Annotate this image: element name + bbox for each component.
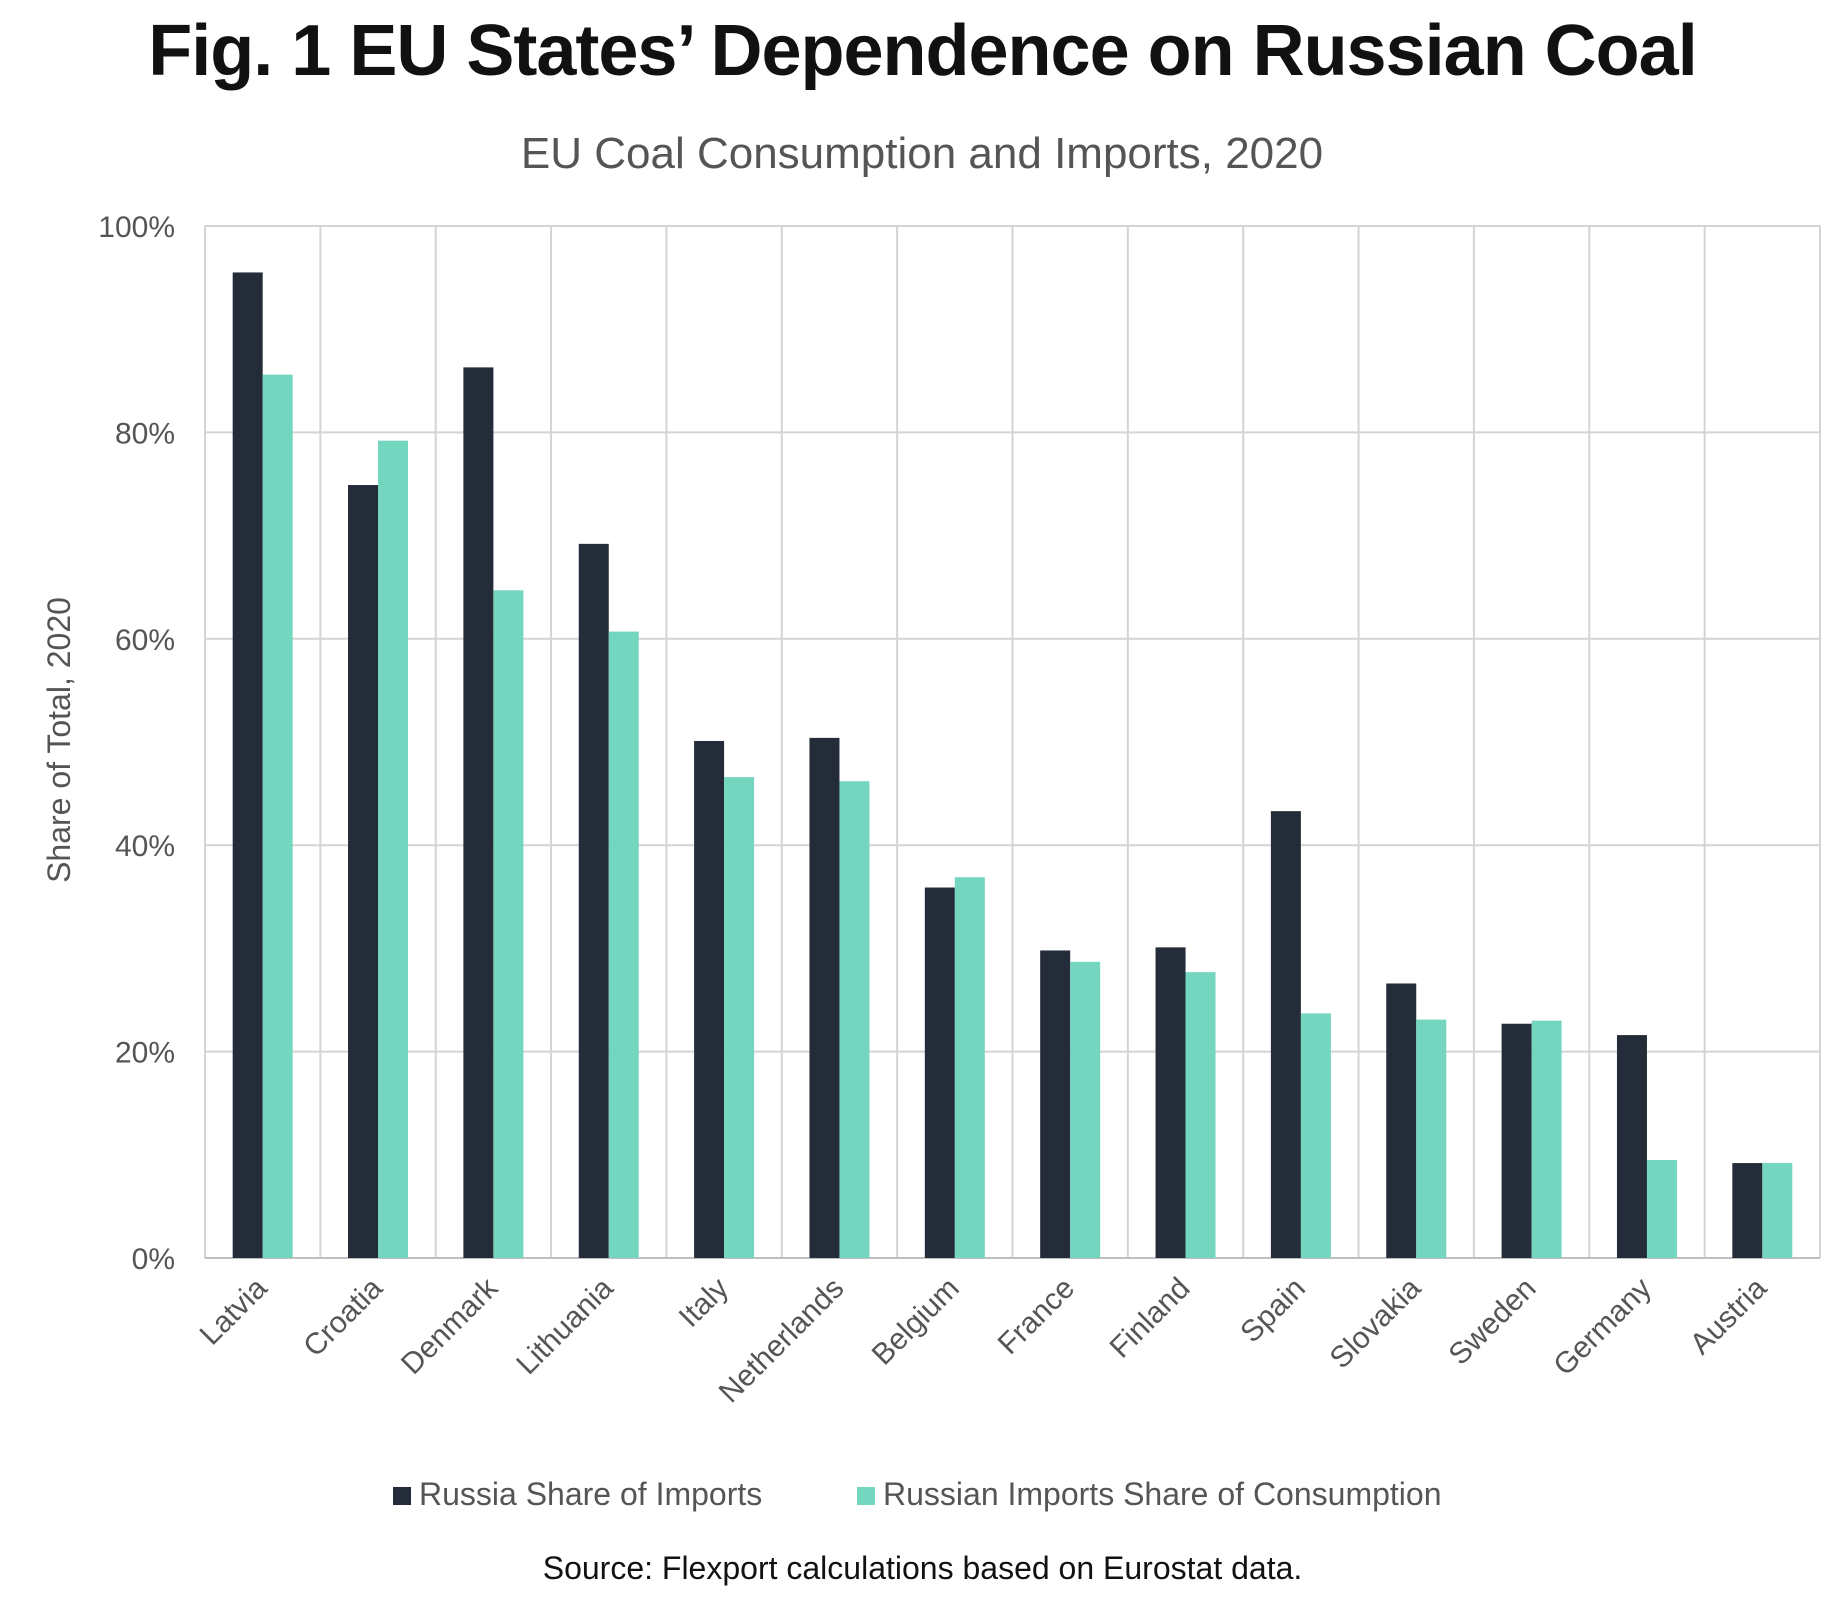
bars [232,272,1793,1259]
bar-consumption-latvia [262,374,293,1258]
bar-imports-germany [1616,1035,1647,1258]
legend-swatch [393,1487,411,1505]
legend: Russia Share of Imports Russian Imports S… [393,1476,1441,1512]
x-tick-label: Denmark [395,1271,505,1381]
bar-consumption-netherlands [839,781,870,1258]
bar-imports-spain [1270,811,1301,1258]
bar-imports-croatia [348,485,379,1259]
bar-consumption-austria [1762,1163,1793,1258]
bar-consumption-lithuania [608,631,639,1258]
gridlines [204,225,1821,1259]
y-tick-label: 0% [132,1243,175,1276]
legend-label: Russia Share of Imports [419,1476,762,1512]
x-tick-label: Sweden [1443,1272,1543,1372]
x-tick-label: France [992,1272,1081,1361]
x-tick-label: Spain [1234,1272,1312,1350]
bar-consumption-germany [1646,1159,1677,1258]
x-tick-label: Finland [1104,1272,1197,1365]
y-tick-label: 20% [115,1037,175,1070]
x-tick-label: Croatia [297,1271,389,1363]
bar-imports-austria [1732,1163,1763,1258]
bar-consumption-croatia [378,440,409,1258]
x-tick-label: Netherlands [713,1272,851,1410]
x-tick-label: Austria [1684,1271,1774,1361]
bar-imports-denmark [463,367,494,1258]
x-tick-label: Italy [673,1272,735,1334]
bar-imports-sweden [1501,1023,1532,1258]
legend-swatch [857,1487,875,1505]
y-tick-label: 60% [115,624,175,657]
x-tick-label: Slovakia [1324,1271,1428,1375]
bar-consumption-denmark [493,590,524,1258]
x-tick-label: Belgium [866,1272,966,1372]
figure-title: Fig. 1 EU States’ Dependence on Russian … [148,11,1697,91]
y-axis-label: Share of Total, 2020 [41,597,77,883]
bar-imports-lithuania [578,543,609,1258]
source-note: Source: Flexport calculations based on E… [542,1550,1303,1586]
bar-consumption-italy [724,777,755,1258]
bar-imports-latvia [232,272,263,1258]
x-tick-labels: Latvia Croatia Denmark Lithuania ItalyNether… [194,1271,1774,1409]
bar-imports-netherlands [809,737,840,1258]
bar-consumption-belgium [954,877,985,1258]
y-tick-label: 80% [115,417,175,450]
bar-imports-italy [694,740,725,1258]
x-tick-label: Germany [1547,1272,1658,1383]
bar-imports-slovakia [1386,983,1417,1258]
legend-label: Russian Imports Share of Consumption [883,1476,1441,1512]
bar-consumption-france [1070,961,1101,1258]
x-tick-label: Lithuania [510,1271,620,1381]
bar-imports-france [1040,950,1071,1258]
x-tick-label: Latvia [194,1271,274,1351]
chart-subtitle: EU Coal Consumption and Imports, 2020 [521,129,1323,178]
y-tick-label: 40% [115,830,175,863]
bar-consumption-slovakia [1416,1019,1447,1258]
bar-imports-belgium [924,887,955,1258]
bar-consumption-finland [1185,972,1216,1258]
bar-consumption-spain [1300,1013,1331,1258]
y-tick-labels: 0% 20% 40% 60% 80% 100% [98,211,175,1276]
bar-imports-finland [1155,947,1186,1258]
y-tick-label: 100% [98,211,175,244]
bar-consumption-sweden [1531,1020,1562,1258]
